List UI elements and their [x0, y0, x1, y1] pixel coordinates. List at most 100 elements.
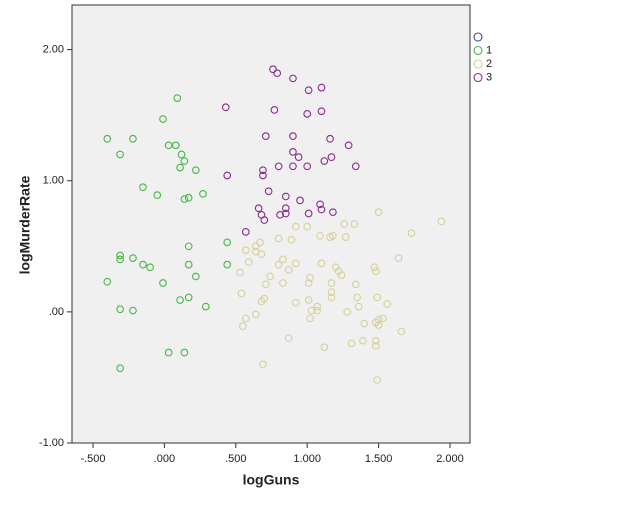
point — [347, 339, 356, 348]
point — [329, 208, 337, 217]
plot-area — [71, 4, 471, 444]
x-tick-label: .500 — [225, 453, 246, 465]
point — [303, 162, 312, 171]
point — [259, 166, 267, 175]
point — [180, 348, 189, 357]
point — [184, 193, 193, 202]
point — [146, 263, 154, 272]
point — [279, 279, 287, 287]
point — [176, 163, 184, 172]
y-tick-label: 1.00 — [43, 175, 64, 187]
point — [103, 134, 112, 143]
x-axis-title: logGuns — [243, 472, 300, 488]
point — [184, 242, 193, 251]
point — [236, 268, 244, 277]
point — [159, 115, 167, 123]
point — [360, 319, 369, 328]
point — [296, 196, 304, 205]
point — [287, 235, 296, 244]
point — [260, 216, 269, 224]
point — [374, 321, 383, 329]
point — [303, 222, 312, 231]
point — [241, 228, 250, 236]
point — [327, 288, 336, 297]
point — [371, 342, 380, 350]
point — [327, 293, 336, 302]
point — [326, 134, 334, 143]
point — [320, 343, 329, 352]
point — [129, 306, 137, 315]
point — [173, 94, 182, 102]
point — [276, 210, 284, 219]
point — [164, 348, 173, 357]
point — [153, 191, 162, 199]
point — [177, 150, 186, 159]
point — [313, 302, 322, 311]
point — [371, 267, 380, 276]
point — [116, 251, 124, 260]
point — [320, 157, 329, 165]
point — [397, 327, 406, 336]
y-tick-label: .00 — [49, 306, 64, 318]
point — [281, 204, 290, 213]
point — [394, 254, 403, 262]
point — [201, 302, 210, 311]
point — [259, 360, 267, 369]
point — [237, 289, 246, 298]
point — [304, 86, 313, 95]
point — [159, 279, 167, 287]
point — [379, 314, 387, 323]
point — [407, 229, 416, 238]
y-axis-title: logMurderRate — [17, 175, 33, 274]
point — [289, 162, 297, 171]
point — [307, 306, 316, 315]
point — [270, 106, 279, 114]
point — [223, 171, 232, 180]
point — [116, 364, 124, 373]
point — [343, 308, 352, 316]
x-tick-label: 1.000 — [293, 453, 321, 465]
point — [317, 83, 326, 92]
point — [383, 300, 392, 308]
point — [251, 242, 260, 251]
point — [327, 153, 336, 161]
y-tick-label: 2.00 — [43, 43, 64, 55]
legend-marker — [473, 72, 483, 83]
point — [180, 195, 189, 203]
point — [353, 293, 362, 302]
point — [289, 74, 297, 83]
point — [257, 250, 266, 259]
point — [437, 217, 446, 226]
point — [317, 259, 326, 268]
point — [304, 279, 313, 287]
point — [241, 246, 250, 255]
point — [374, 208, 383, 217]
point — [116, 305, 124, 314]
point — [341, 233, 350, 241]
point — [180, 157, 189, 165]
point — [317, 107, 326, 116]
point — [306, 273, 314, 282]
point — [261, 280, 270, 289]
point — [139, 183, 147, 192]
y-tick-label: -1.00 — [39, 437, 64, 449]
point — [273, 69, 282, 78]
point — [139, 260, 147, 269]
legend-marker — [473, 59, 483, 69]
point — [223, 238, 232, 247]
point — [304, 296, 313, 304]
point — [184, 293, 193, 302]
legend-marker — [473, 45, 483, 56]
point — [317, 205, 326, 214]
point — [373, 293, 382, 302]
point — [329, 231, 337, 240]
point — [116, 255, 124, 264]
point — [239, 322, 247, 331]
x-tick-label: 2.000 — [436, 453, 464, 465]
point — [244, 258, 253, 266]
point — [264, 187, 273, 196]
point — [164, 141, 173, 150]
point — [254, 204, 263, 213]
point — [281, 192, 290, 201]
